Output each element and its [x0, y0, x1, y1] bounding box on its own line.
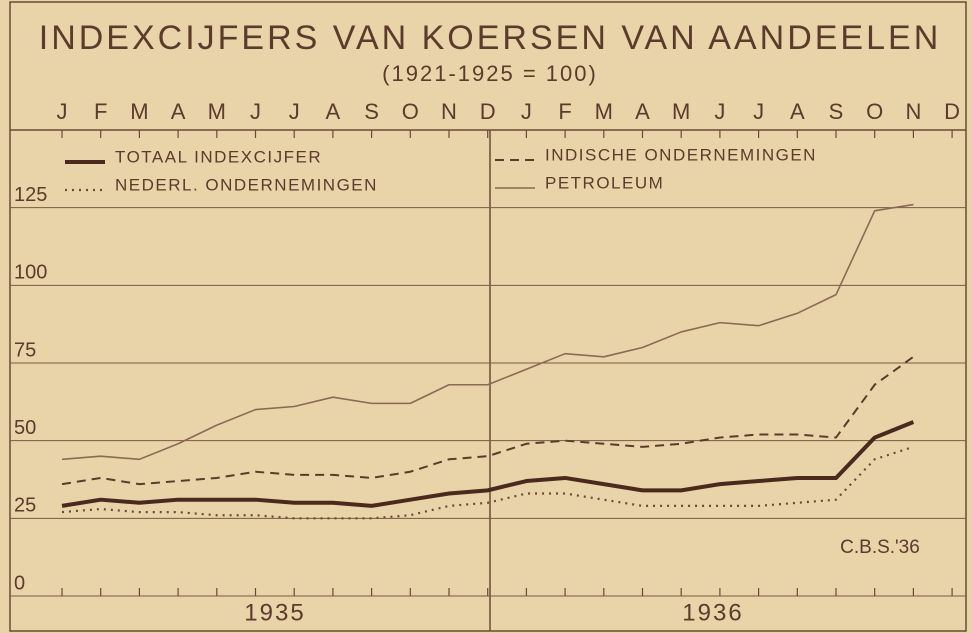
year-label: 1936	[682, 599, 743, 626]
month-label: S	[364, 99, 379, 124]
y-tick-label: 125	[14, 184, 47, 206]
month-label: M	[672, 99, 690, 124]
frame	[9, 1, 967, 632]
series-line	[61, 420, 915, 508]
month-label: J	[57, 99, 68, 124]
month-label: M	[595, 99, 613, 124]
month-label: A	[326, 99, 341, 124]
month-label: A	[790, 99, 805, 124]
series-line	[61, 355, 914, 486]
legend-label: NEDERL. ONDERNEMINGEN	[115, 175, 378, 194]
y-tick-label: 25	[14, 495, 36, 517]
series-line	[61, 445, 914, 520]
month-label: D	[944, 99, 960, 124]
month-label: N	[441, 99, 457, 124]
legend-label: INDISCHE ONDERNEMINGEN	[545, 145, 817, 164]
month-label: J	[753, 99, 764, 124]
month-label: O	[866, 99, 883, 124]
chart-title: INDEXCIJFERS VAN KOERSEN VAN AANDEELEN	[39, 19, 942, 57]
y-tick-label: 75	[14, 339, 36, 361]
month-label: O	[402, 99, 419, 124]
month-label: J	[250, 99, 261, 124]
y-tick-label: 0	[14, 572, 25, 594]
month-label: J	[289, 99, 300, 124]
month-label: J	[521, 99, 532, 124]
month-label: A	[171, 99, 186, 124]
month-label: F	[94, 99, 107, 124]
month-label: D	[480, 99, 496, 124]
month-label: M	[130, 99, 148, 124]
month-label: A	[635, 99, 650, 124]
y-tick-label: 100	[14, 262, 47, 284]
series-line	[61, 203, 914, 461]
month-label: M	[208, 99, 226, 124]
annotation: C.B.S.'36	[840, 537, 920, 558]
month-label: F	[558, 99, 571, 124]
month-label: J	[714, 99, 725, 124]
legend-label: PETROLEUM	[545, 173, 664, 192]
legend-label: TOTAAL INDEXCIJFER	[115, 147, 322, 166]
month-label: S	[829, 99, 844, 124]
chart-subtitle: (1921-1925 = 100)	[382, 61, 598, 86]
y-tick-label: 50	[14, 417, 36, 439]
month-label: N	[905, 99, 921, 124]
year-label: 1935	[244, 599, 305, 626]
